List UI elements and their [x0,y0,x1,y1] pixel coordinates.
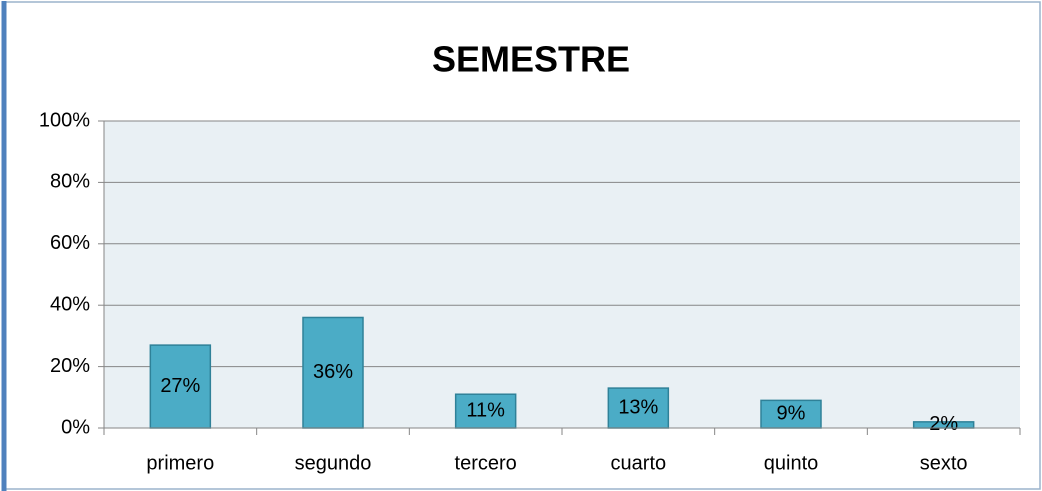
y-tick-label: 40% [50,293,90,315]
data-label: 2% [929,413,958,435]
y-tick-label: 0% [61,416,90,438]
bar [454,393,517,429]
x-tick-label: tercero [455,452,517,474]
y-tick-label: 80% [50,171,90,193]
bar [302,316,364,429]
chart-title: SEMESTRE [432,39,630,80]
x-tick-label: quinto [764,452,819,474]
bar [149,344,212,429]
data-label: 36% [313,361,353,383]
y-tick-label: 60% [50,232,90,254]
y-tick-label: 20% [50,355,90,377]
data-label: 27% [160,375,200,397]
plot-area [104,121,1020,428]
bar [607,387,670,429]
x-tick-label: primero [146,452,214,474]
x-tick-label: sexto [920,452,968,474]
data-label: 13% [618,396,658,418]
data-label: 9% [777,402,806,424]
x-tick-label: segundo [295,452,372,474]
y-tick-label: 100% [39,109,90,131]
x-tick-label: cuarto [611,452,667,474]
data-label: 11% [466,399,505,421]
